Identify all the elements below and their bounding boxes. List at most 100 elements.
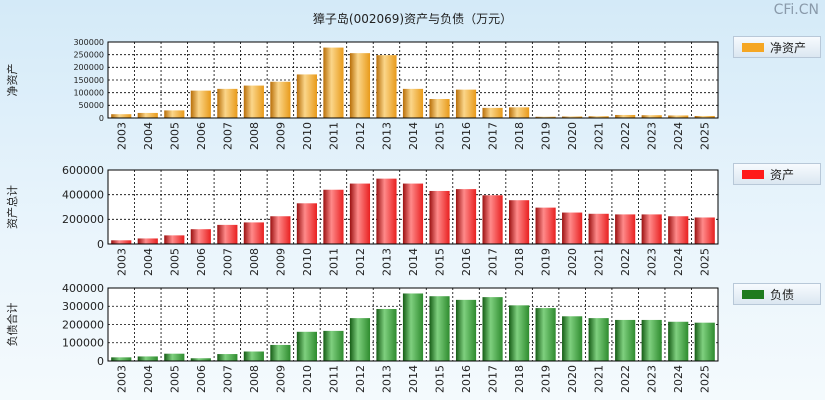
bar-liabilities-2023 (641, 319, 662, 361)
x-tick-label: 2012 (354, 248, 367, 276)
x-tick-label: 2015 (434, 122, 447, 150)
bar-equity-2008 (243, 85, 264, 118)
y-tick-label: 200000 (62, 213, 104, 226)
x-tick-label: 2021 (593, 365, 606, 393)
x-tick-label: 2008 (248, 365, 261, 393)
legend-assets-swatch (742, 169, 764, 179)
bar-assets-2019 (535, 207, 556, 244)
bar-assets-2024 (668, 216, 689, 244)
bar-assets-2020 (562, 212, 583, 244)
legend-equity: 净资产 (733, 36, 821, 58)
bar-assets-2016 (455, 189, 477, 244)
bar-equity-2020 (562, 116, 583, 118)
bar-equity-2019 (535, 116, 556, 118)
bar-assets-2015 (429, 190, 450, 244)
x-tick-label: 2005 (168, 248, 181, 276)
x-tick-label: 2009 (274, 365, 287, 393)
x-tick-label: 2020 (566, 248, 579, 276)
x-tick-label: 2005 (168, 122, 181, 150)
y-tick-label: 300000 (73, 38, 104, 47)
bar-assets-2003 (111, 240, 132, 244)
y-tick-label: 250000 (73, 50, 104, 59)
bar-equity-2011 (323, 47, 344, 118)
x-tick-label: 2009 (274, 122, 287, 150)
x-tick-label: 2018 (513, 122, 526, 150)
x-tick-label: 2006 (195, 248, 208, 276)
legend-liabilities-label: 负债 (770, 287, 795, 302)
bar-assets-2013 (376, 178, 397, 244)
y-tick-label: 100000 (62, 337, 104, 350)
bar-liabilities-2007 (217, 354, 238, 361)
x-tick-label: 2014 (407, 248, 420, 276)
bar-equity-2018 (509, 107, 530, 118)
bar-equity-2022 (615, 114, 636, 118)
x-tick-label: 2004 (142, 122, 155, 150)
bar-equity-2004 (137, 112, 158, 118)
x-tick-label: 2006 (195, 122, 208, 150)
bar-assets-2005 (164, 235, 185, 244)
bar-liabilities-2003 (111, 357, 132, 361)
bar-liabilities-2019 (535, 308, 556, 361)
bar-assets-2007 (217, 224, 238, 244)
bar-liabilities-2009 (270, 344, 291, 361)
bar-equity-2017 (482, 107, 503, 118)
x-tick-label: 2017 (487, 122, 500, 150)
bar-assets-2011 (323, 189, 344, 244)
y-axis-label: 负债合计 (5, 303, 19, 347)
bar-assets-2022 (615, 214, 636, 244)
bar-assets-2009 (270, 216, 291, 244)
legend-liabilities: 负债 (733, 283, 821, 305)
x-tick-label: 2017 (487, 365, 500, 393)
legend-assets-label: 资产 (770, 167, 795, 182)
x-tick-label: 2025 (699, 248, 712, 276)
x-tick-label: 2020 (566, 365, 579, 393)
plot-frame (107, 41, 719, 119)
bar-equity-2016 (455, 89, 477, 118)
bar-assets-2014 (402, 183, 424, 244)
x-tick-label: 2018 (513, 248, 526, 276)
bar-liabilities-2008 (243, 351, 264, 361)
x-tick-label: 2018 (513, 365, 526, 393)
x-tick-label: 2016 (460, 122, 473, 150)
bar-liabilities-2010 (296, 331, 317, 361)
x-tick-label: 2019 (540, 365, 553, 393)
bar-assets-2006 (190, 229, 211, 244)
legend-liabilities-swatch (742, 289, 764, 299)
bar-liabilities-2013 (376, 308, 397, 361)
x-tick-label: 2015 (434, 248, 447, 276)
x-tick-label: 2004 (142, 365, 155, 393)
bar-equity-2003 (111, 114, 132, 118)
x-tick-label: 2024 (672, 122, 685, 150)
x-tick-label: 2022 (619, 248, 632, 276)
bar-equity-2014 (402, 88, 424, 118)
chart-title: 獐子岛(002069)资产与负债（万元） (312, 12, 513, 26)
x-tick-label: 2011 (327, 365, 340, 393)
bar-equity-2012 (349, 53, 371, 118)
y-tick-label: 400000 (62, 189, 104, 202)
chart-liabilities: 0 100000 200000 300000 400000 2003 2004 2005 200… (5, 282, 719, 393)
legend-equity-swatch (742, 42, 764, 52)
y-tick-label: 100000 (73, 88, 104, 97)
bar-equity-2006 (190, 90, 211, 118)
x-tick-label: 2016 (460, 248, 473, 276)
y-tick-label: 0 (97, 238, 104, 251)
x-tick-label: 2022 (619, 122, 632, 150)
x-tick-label: 2008 (248, 122, 261, 150)
bar-assets-2018 (509, 200, 530, 244)
x-tick-label: 2014 (407, 365, 420, 393)
y-tick-label: 150000 (73, 76, 104, 85)
bar-equity-2015 (429, 99, 450, 118)
bar-liabilities-2020 (562, 316, 583, 361)
bar-liabilities-2016 (455, 299, 477, 361)
bar-equity-2010 (296, 74, 317, 118)
x-tick-label: 2016 (460, 365, 473, 393)
x-tick-label: 2013 (380, 365, 393, 393)
y-tick-label: 200000 (73, 63, 104, 72)
plot-frame (107, 169, 719, 245)
legend-equity-label: 净资产 (770, 40, 807, 55)
x-tick-label: 2021 (593, 122, 606, 150)
x-tick-label: 2025 (699, 122, 712, 150)
bar-liabilities-2012 (349, 318, 371, 361)
bar-liabilities-2024 (668, 321, 689, 361)
legend-assets: 资产 (733, 163, 821, 185)
